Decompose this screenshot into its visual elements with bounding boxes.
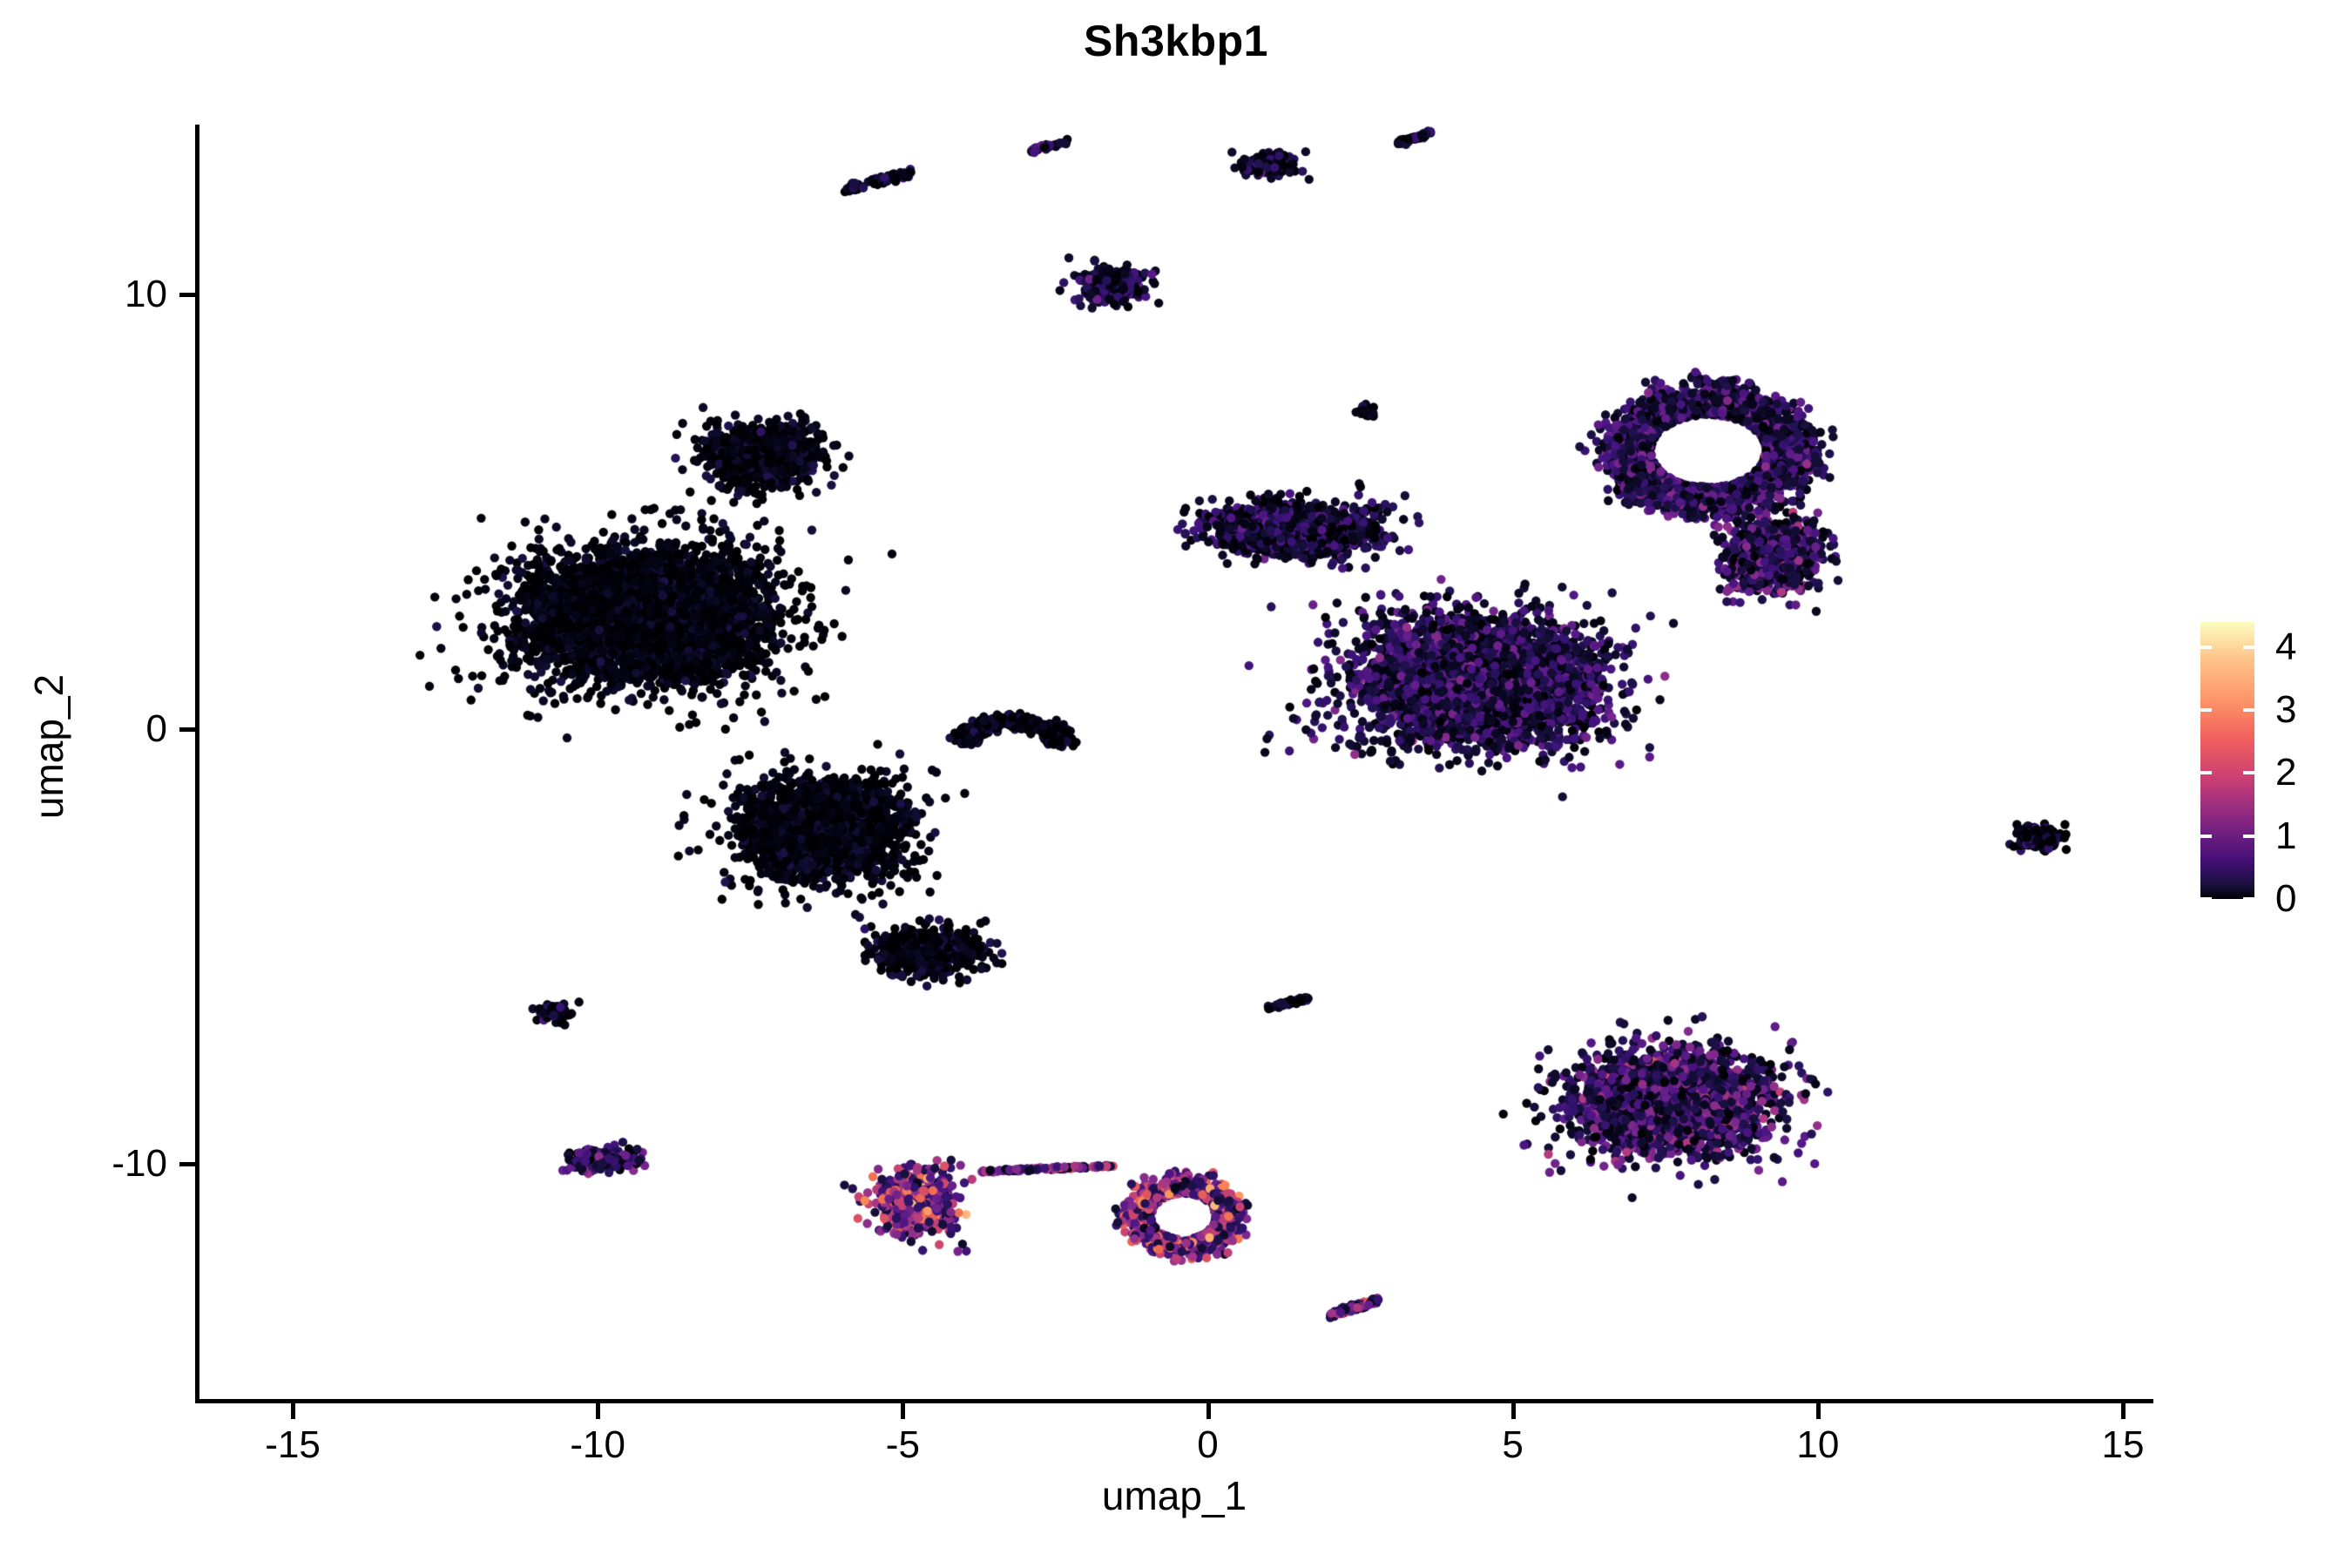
y-tick-label: -10: [112, 1142, 167, 1186]
x-tick-label: -15: [265, 1423, 321, 1466]
page-title: Sh3kbp1: [1084, 17, 1268, 65]
x-tick-mark: [1815, 1403, 1821, 1419]
scatter-plot-canvas: [195, 125, 2153, 1403]
x-tick-mark: [1206, 1403, 1211, 1419]
colorbar-tick-mark: [2243, 708, 2254, 713]
x-tick-mark: [2120, 1403, 2126, 1419]
colorbar-tick-label: 1: [2275, 814, 2297, 857]
colorbar-tick-mark: [2200, 645, 2212, 649]
colorbar-gradient: [2200, 622, 2254, 899]
colorbar-tick-label: 2: [2275, 751, 2297, 794]
y-tick-label: 10: [125, 272, 167, 315]
colorbar-tick-mark: [2200, 834, 2212, 838]
x-tick-label: -5: [885, 1423, 920, 1466]
x-tick-label: 10: [1796, 1423, 1840, 1466]
y-tick-label: 0: [145, 707, 167, 751]
x-tick-mark: [1511, 1403, 1516, 1419]
x-tick-label: 15: [2101, 1423, 2145, 1466]
colorbar-legend: 4 3 2 1 0: [2200, 622, 2340, 920]
x-tick-mark: [901, 1403, 906, 1419]
colorbar-tick-label: 0: [2275, 877, 2297, 920]
x-tick-label: 5: [1502, 1423, 1524, 1466]
y-axis-line: [195, 125, 199, 1403]
colorbar-tick-mark: [2243, 771, 2254, 775]
y-tick-mark: [179, 727, 195, 733]
colorbar-tick-mark: [2200, 897, 2212, 901]
y-axis-label: umap_2: [26, 673, 71, 820]
x-tick-label: 0: [1197, 1423, 1219, 1466]
y-tick-mark: [179, 1162, 195, 1167]
colorbar-tick-label: 4: [2275, 625, 2297, 668]
x-axis-label: umap_1: [1101, 1473, 1247, 1518]
x-tick-label: -10: [570, 1423, 625, 1466]
colorbar-tick-mark: [2243, 834, 2254, 838]
colorbar-tick-mark: [2243, 645, 2254, 649]
colorbar-tick-mark: [2200, 708, 2212, 713]
x-tick-mark: [291, 1403, 296, 1419]
x-tick-mark: [596, 1403, 601, 1419]
colorbar-tick-mark: [2243, 897, 2254, 901]
colorbar-tick-label: 3: [2275, 688, 2297, 732]
colorbar-tick-mark: [2200, 771, 2212, 775]
plot-panel: [195, 125, 2153, 1403]
x-axis-line: [195, 1399, 2153, 1403]
y-tick-mark: [179, 292, 195, 297]
